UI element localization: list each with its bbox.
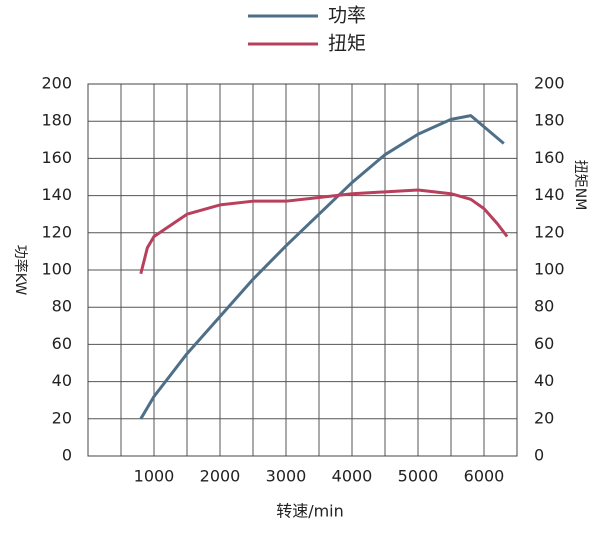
y2-tick-label: 160 [534,148,565,167]
y2-tick-label: 20 [534,408,554,427]
series-line [139,188,509,275]
legend-label: 扭矩 [328,33,366,55]
y-tick-label: 20 [52,408,72,427]
y2-tick-label: 60 [534,334,554,353]
y-axis-label: 功率KW [12,245,29,296]
y2-tick-label: 140 [534,185,565,204]
y2-tick-label: 80 [534,297,554,316]
y2-tick-label: 200 [534,74,565,93]
y-tick-label: 120 [41,222,72,241]
y2-tick-label: 180 [534,111,565,130]
x-tick-label: 6000 [464,467,505,486]
y2-tick-label: 120 [534,222,565,241]
y2-tick-label: 100 [534,260,565,279]
legend-label: 功率 [328,5,366,27]
y2-tick-label: 40 [534,371,554,390]
y-tick-label: 180 [41,111,72,130]
plot-frame [87,83,518,457]
y-tick-label: 60 [52,334,72,353]
x-axis-label: 转速/min [276,502,344,521]
series-line [139,114,505,420]
y-tick-label: 200 [41,74,72,93]
y-tick-label: 160 [41,148,72,167]
x-tick-label: 3000 [266,467,307,486]
y-tick-label: 0 [62,446,72,465]
y2-axis-label: 扭矩NM [572,160,588,211]
y-tick-label: 100 [41,260,72,279]
y-tick-label: 40 [52,371,72,390]
y2-tick-label: 0 [534,446,544,465]
x-tick-label: 5000 [398,467,439,486]
x-tick-label: 1000 [134,467,175,486]
x-tick-label: 2000 [200,467,241,486]
y-tick-label: 80 [52,297,72,316]
y-tick-label: 140 [41,185,72,204]
x-tick-label: 4000 [332,467,373,486]
